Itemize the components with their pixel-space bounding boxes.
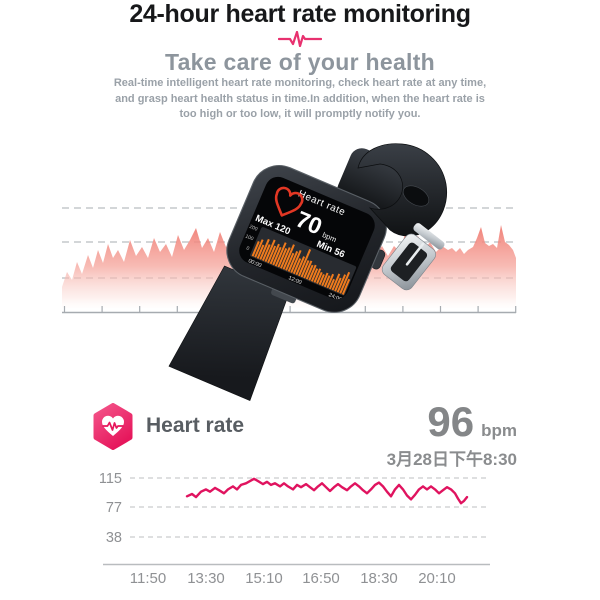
watch-y-tick: 100 [244, 234, 254, 243]
badge-ecg-line [102, 421, 124, 431]
x-tick-label: 13:30 [187, 570, 225, 587]
y-tick-label: 115 [99, 471, 122, 487]
watch-x-tick: 24:00 [328, 292, 343, 303]
watch-x-tick: 12:00 [287, 275, 302, 286]
summary-bpm-unit: bpm [481, 421, 517, 440]
watch-hero-graphic: Heart rate 70 bpm Max 120 Min 56 200 100… [62, 143, 517, 401]
heart-rate-line [185, 477, 469, 505]
x-tick-label: 20:10 [418, 570, 456, 587]
page-title: 24-hour heart rate monitoring [129, 0, 471, 28]
description-line: Real-time intelligent heart rate monitor… [113, 77, 487, 89]
y-tick-label: 38 [106, 530, 122, 546]
heart-rate-chart: 115 77 38 11:50 13:30 15:10 16:50 18:30 … [99, 471, 490, 587]
heart-outline-icon [274, 186, 304, 217]
page-subtitle: Take care of your health [164, 49, 436, 75]
watch-bars-group [251, 238, 351, 295]
buckle-prong [405, 242, 425, 266]
strap-loop-hole [402, 185, 430, 207]
chart-x-tick-labels: 11:50 13:30 15:10 16:50 18:30 20:10 [130, 570, 456, 587]
watch-x-tick: 00:00 [247, 258, 262, 269]
watch-y-tick: 200 [248, 224, 258, 233]
smartwatch: Heart rate 70 bpm Max 120 Min 56 200 100… [168, 148, 409, 401]
ecg-pulse-icon [278, 31, 322, 47]
watch-buckle [381, 223, 445, 291]
description-line: and grasp heart health status in time.In… [115, 92, 485, 105]
x-tick-label: 18:30 [360, 570, 398, 587]
summary-datetime: 3月28日下午8:30 [386, 449, 517, 469]
watch-y-tick: 0 [245, 245, 250, 252]
description-line: too high or too low, it will promptly no… [179, 108, 421, 121]
page-description: Real-time intelligent heart rate monitor… [0, 76, 600, 123]
heart-rate-hexagon-icon [93, 403, 133, 450]
x-tick-label: 11:50 [130, 570, 166, 587]
y-tick-label: 77 [106, 500, 122, 516]
x-tick-label: 16:50 [302, 570, 340, 587]
summary-bpm-value: 96 [427, 398, 475, 445]
summary-reading: 96 bpm 3月28日下午8:30 [386, 398, 517, 470]
buckle-keeper [413, 223, 445, 250]
x-tick-label: 15:10 [245, 570, 283, 587]
summary-label: Heart rate [146, 414, 245, 437]
